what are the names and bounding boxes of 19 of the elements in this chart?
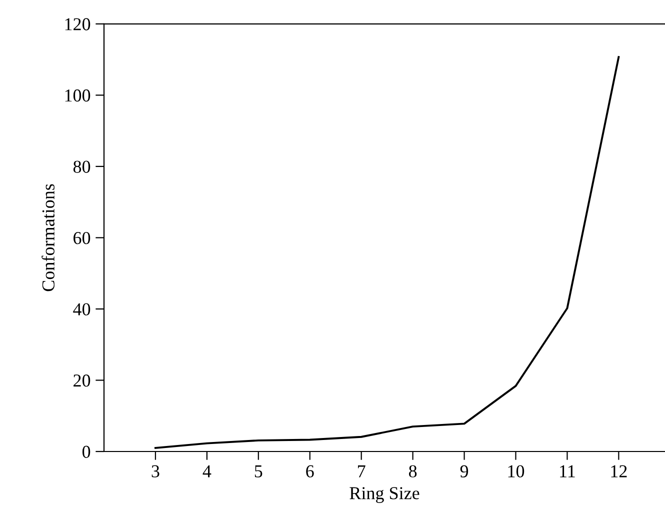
y-tick-label: 0 [82,446,90,458]
x-tick-label: 8 [408,465,417,478]
y-tick-label: 60 [74,232,90,244]
y-tick-label: 80 [73,160,90,173]
x-tick-label: 7 [358,465,366,478]
x-tick-label: 3 [152,465,160,478]
y-tick-label: 20 [74,374,90,387]
y-tick-label: 40 [73,303,90,316]
x-tick-label: 6 [306,465,314,478]
x-axis-title: Ring Size [350,487,420,503]
y-axis-title: Conformations [42,184,54,292]
x-tick-label: 4 [202,465,212,478]
y-tick-label: 100 [65,89,90,102]
x-tick-label: 10 [508,465,524,478]
y-tick-label: 120 [65,18,90,30]
x-tick-label: 9 [460,465,468,478]
x-tick-label: 12 [611,465,627,478]
x-tick-label: 11 [560,465,575,478]
x-tick-label: 5 [254,465,262,478]
